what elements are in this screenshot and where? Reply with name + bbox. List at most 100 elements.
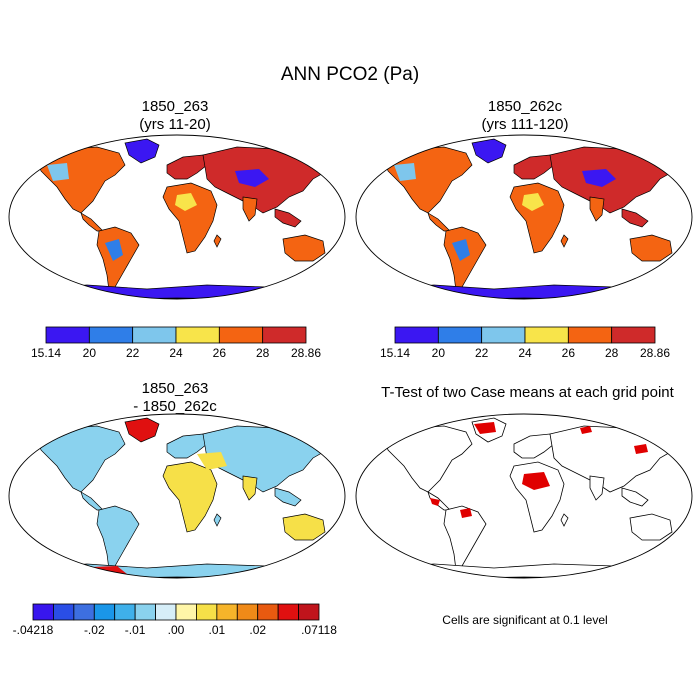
colorbar-tick-label: 20 [431, 346, 446, 360]
map-top-right [355, 134, 693, 300]
value-patch [175, 193, 197, 211]
colorbar-swatch [524, 326, 569, 344]
value-patch [67, 566, 127, 576]
value-patch [47, 163, 69, 181]
landmass-southamerica [443, 505, 487, 571]
landmass-northamerica [36, 425, 126, 493]
panel-title-line1: 1850_262c [487, 98, 563, 115]
value-patch [235, 169, 269, 187]
landmass-northamerica [36, 146, 126, 214]
colorbar-tick-label: .01 [208, 623, 226, 637]
colorbar-swatch [236, 603, 259, 621]
colorbar-swatch [155, 603, 177, 621]
value-patch [582, 169, 616, 187]
landmass-india [242, 196, 258, 222]
colorbar-swatch [45, 326, 90, 344]
panel-title-line2: (yrs 11-20) [139, 116, 211, 133]
value-patch [105, 239, 123, 261]
colorbar-swatch [88, 326, 134, 344]
landmass-antarctica [31, 284, 324, 299]
landmass-madagascar [213, 234, 222, 248]
panel-title-line1: T-Test of two Case means at each grid po… [381, 384, 674, 401]
panel-title-bottom-left: 1850_263 - 1850_262c [60, 380, 290, 416]
value-patch [522, 193, 544, 211]
map-border [355, 413, 693, 579]
colorbar-swatch [611, 326, 656, 344]
colorbar-tick-label: 15.14 [379, 346, 411, 360]
value-patch [327, 438, 339, 450]
colorbar-tick-label: 28.86 [639, 346, 671, 360]
landmass-northamerica [383, 425, 473, 493]
map-bottom-right [355, 413, 693, 579]
landmass-australia [629, 234, 673, 262]
map-top-left [8, 134, 346, 300]
value-patch [127, 422, 147, 436]
significant-cell [460, 508, 472, 518]
colorbar-swatch [437, 326, 483, 344]
colorbar-swatch [216, 603, 238, 621]
panel-title-line1: 1850_263 [141, 380, 209, 397]
landmass-madagascar [213, 513, 222, 527]
colorbar-swatch [53, 603, 75, 621]
colorbar-swatch [262, 326, 307, 344]
colorbar-swatch [481, 326, 526, 344]
significant-cell [430, 498, 440, 506]
panel-title-bottom-right: T-Test of two Case means at each grid po… [355, 384, 700, 402]
landmass-madagascar [560, 513, 569, 527]
landmass-antarctica [378, 563, 671, 578]
panel-title-top-left: 1850_263 (yrs 11-20) [60, 98, 290, 134]
landmass-europe [166, 154, 208, 180]
landmass-europe [513, 433, 555, 459]
landmass-africa [162, 461, 218, 533]
colorbar-swatch [257, 603, 279, 621]
colorbar-tick-label: 20 [82, 346, 97, 360]
significance-footnote: Cells are significant at 0.1 level [442, 613, 608, 627]
landmass-southamerica [96, 505, 140, 571]
colorbar-difference [32, 603, 320, 621]
landmass-india [242, 475, 258, 501]
landmass-antarctica [31, 563, 324, 578]
colorbar-swatch [196, 603, 218, 621]
colorbar-tick-label: 22 [125, 346, 140, 360]
colorbar-tick-label: 24 [169, 346, 183, 360]
landmass-northamerica [383, 146, 473, 214]
colorbar-absolute-top-right [394, 326, 656, 344]
colorbar-tick-label: 28 [604, 346, 619, 360]
colorbar-tick-label: -.04218 [12, 623, 54, 637]
colorbar-swatch [218, 326, 264, 344]
landmass-seasia [274, 487, 302, 507]
significant-cell [634, 444, 648, 454]
colorbar-tick-label: 26 [561, 346, 576, 360]
colorbar-swatch [32, 603, 54, 621]
landmass-antarctica [378, 284, 671, 299]
colorbar-tick-label: .00 [167, 623, 185, 637]
colorbar-swatch [175, 603, 197, 621]
panel-title-top-right: 1850_262c (yrs 111-120) [410, 98, 640, 134]
map-border [8, 134, 346, 300]
panel-title-line1: 1850_263 [141, 98, 209, 115]
colorbar-tick-label: 24 [518, 346, 532, 360]
colorbar-tick-label: .02 [249, 623, 267, 637]
figure-title: ANN PCO2 (Pa) [280, 64, 420, 85]
colorbar-swatch [134, 603, 156, 621]
significant-cell [474, 422, 496, 434]
landmass-europe [166, 433, 208, 459]
colorbar-swatch [132, 326, 177, 344]
colorbar-swatch [93, 603, 116, 621]
landmass-greenland [124, 138, 160, 164]
colorbar-swatch [114, 603, 136, 621]
value-patch [394, 163, 416, 181]
colorbar-tick-label: 28.86 [290, 346, 322, 360]
landmass-seasia [621, 487, 649, 507]
colorbar-tick-label: -.02 [83, 623, 105, 637]
landmass-greenland [471, 138, 507, 164]
colorbar-tick-label: 28 [255, 346, 270, 360]
colorbar-tick-label: -.01 [124, 623, 146, 637]
significant-cell [522, 472, 550, 490]
landmass-australia [282, 513, 326, 541]
landmass-australia [282, 234, 326, 262]
map-bottom-left [8, 413, 346, 579]
colorbar-swatch [175, 326, 220, 344]
colorbar-tick-label: 15.14 [30, 346, 62, 360]
colorbar-swatch [73, 603, 95, 621]
